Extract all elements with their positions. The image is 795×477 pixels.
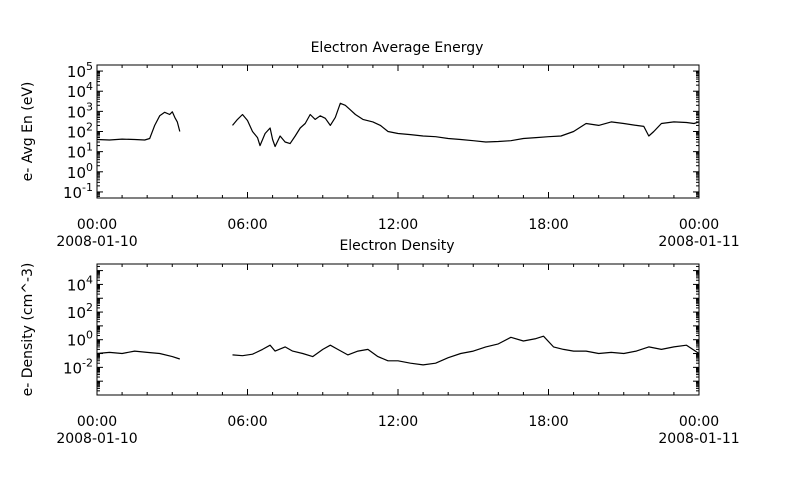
density-series [96, 335, 700, 366]
energy-plot-frame [96, 64, 700, 199]
y-tick-label: 101 [67, 141, 93, 162]
y-tick-label: 105 [67, 60, 93, 81]
y-tick-label: 100 [67, 161, 93, 182]
y-tick-label: 10-2 [63, 356, 93, 377]
x-tick-label: 18:00 [528, 217, 568, 233]
x-tick-label: 00:00 [679, 217, 719, 233]
x-tick-date-label: 2008-01-10 [56, 431, 137, 447]
density-panel: Electron Density e- Density (cm^-3) 10-2… [20, 238, 740, 447]
energy-chart-title: Electron Average Energy [311, 40, 484, 56]
x-tick-date-label: 2008-01-11 [658, 234, 739, 250]
density-chart-title: Electron Density [339, 238, 454, 254]
x-tick-label: 00:00 [679, 414, 719, 430]
series-line [232, 102, 700, 148]
energy-y-axis-label: e- Avg En (eV) [20, 82, 36, 182]
x-tick-label: 00:00 [77, 217, 117, 233]
x-tick-label: 12:00 [378, 414, 418, 430]
y-tick-label: 104 [67, 273, 93, 294]
x-tick-label: 06:00 [227, 414, 267, 430]
series-line [96, 350, 180, 360]
energy-series [96, 102, 700, 148]
x-tick-date-label: 2008-01-10 [56, 234, 137, 250]
x-tick-label: 00:00 [77, 414, 117, 430]
y-tick-label: 103 [67, 100, 93, 121]
y-tick-label: 100 [67, 329, 93, 350]
y-tick-label: 102 [67, 121, 93, 142]
density-y-ticks: 10-2 100 102 104 [63, 263, 699, 396]
density-y-axis-label: e- Density (cm^-3) [20, 263, 36, 397]
y-tick-label: 104 [67, 80, 93, 101]
y-tick-label: 10-1 [63, 181, 93, 202]
density-plot-frame [96, 263, 700, 396]
series-line [96, 111, 181, 141]
x-tick-date-label: 2008-01-11 [658, 431, 739, 447]
y-tick-label: 102 [67, 301, 93, 322]
series-line [232, 335, 700, 366]
x-tick-label: 18:00 [528, 414, 568, 430]
energy-panel: Electron Average Energy e- Avg En (eV) 1… [20, 40, 740, 250]
x-tick-label: 06:00 [227, 217, 267, 233]
x-tick-label: 12:00 [378, 217, 418, 233]
